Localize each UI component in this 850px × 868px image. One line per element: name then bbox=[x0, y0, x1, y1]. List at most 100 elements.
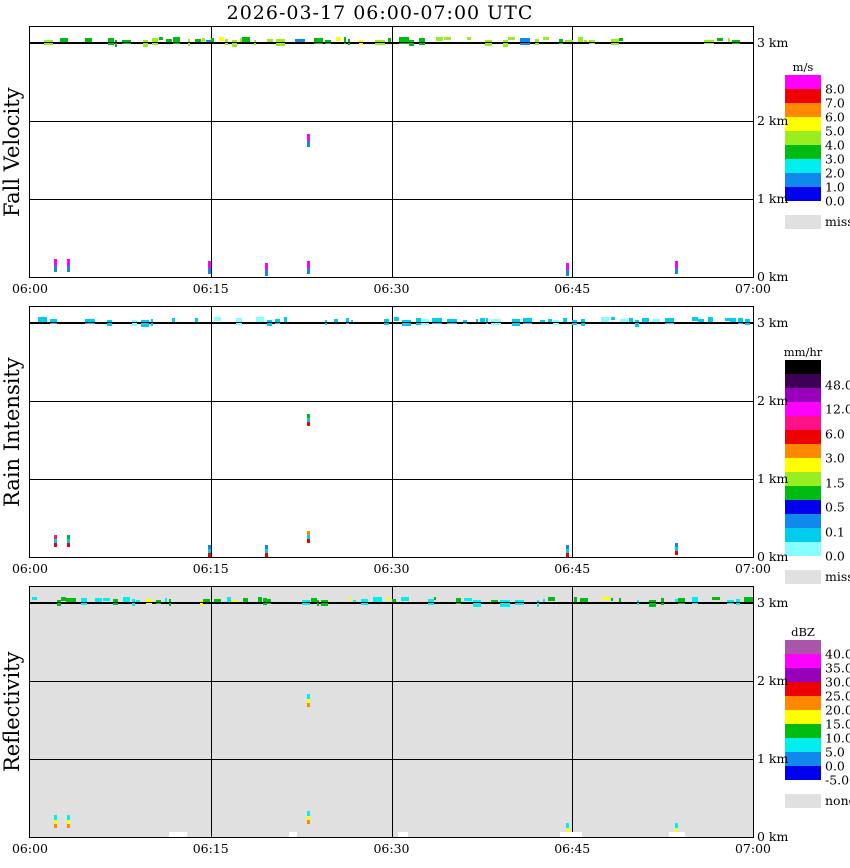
data-cell bbox=[256, 316, 264, 322]
data-cell bbox=[675, 546, 678, 551]
data-cell bbox=[652, 318, 660, 322]
data-cell bbox=[321, 599, 328, 606]
data-cell bbox=[611, 597, 613, 601]
data-cell bbox=[373, 596, 382, 603]
colorbar-swatch bbox=[785, 430, 821, 444]
data-cell bbox=[195, 317, 198, 322]
colorbar-tick-label: 30.0 bbox=[825, 674, 850, 690]
data-cell bbox=[708, 316, 713, 322]
colorbar-swatch bbox=[785, 360, 821, 374]
y-axis-label-fall-velocity: Fall Velocity bbox=[0, 87, 24, 217]
y-axis-label-rain-intensity: Rain Intensity bbox=[0, 357, 24, 507]
time-tick-label: 06:15 bbox=[192, 841, 229, 856]
colorbar-gradient bbox=[785, 640, 821, 780]
data-cell bbox=[103, 597, 110, 601]
data-cell bbox=[566, 544, 569, 549]
data-cell bbox=[432, 317, 442, 324]
colorbar-tick-label: 0.0 bbox=[825, 758, 845, 774]
data-cell bbox=[206, 39, 211, 43]
data-cell bbox=[307, 816, 310, 821]
time-tick-label: 07:00 bbox=[734, 281, 772, 296]
colorbar-swatch bbox=[785, 159, 821, 173]
data-cell bbox=[563, 317, 567, 322]
data-cell bbox=[38, 316, 47, 323]
data-cell bbox=[444, 36, 451, 40]
data-cell bbox=[540, 319, 545, 323]
data-cell bbox=[289, 831, 297, 837]
colorbar-swatch bbox=[785, 696, 821, 710]
data-cell bbox=[675, 598, 678, 603]
data-cell bbox=[307, 694, 310, 700]
colorbar-swatch bbox=[785, 500, 821, 514]
data-cell bbox=[394, 316, 399, 321]
data-cell bbox=[678, 597, 685, 604]
data-cell bbox=[314, 37, 323, 44]
data-cell bbox=[258, 596, 262, 602]
data-cell bbox=[476, 318, 478, 322]
colorbar-tick-label: 25.0 bbox=[825, 688, 850, 704]
colorbar-swatch bbox=[785, 724, 821, 738]
data-cell bbox=[307, 539, 310, 544]
data-cell bbox=[307, 535, 310, 540]
data-cell bbox=[54, 824, 57, 829]
height-tick-label: 2 km bbox=[757, 672, 789, 688]
data-cell bbox=[267, 598, 271, 604]
data-cell bbox=[692, 596, 698, 604]
colorbar-swatch bbox=[785, 528, 821, 542]
data-cell bbox=[32, 596, 37, 600]
data-cell bbox=[675, 550, 678, 555]
data-cell bbox=[50, 318, 57, 324]
time-tick-label: 06:00 bbox=[11, 841, 49, 856]
gridline-vertical-15min bbox=[210, 27, 212, 277]
data-cell bbox=[434, 596, 436, 600]
colorbar-swatch bbox=[785, 766, 821, 780]
colorbar-tick-label: 8.0 bbox=[825, 81, 845, 97]
data-cell bbox=[649, 599, 656, 607]
data-cell bbox=[728, 37, 730, 42]
data-cell bbox=[717, 37, 723, 41]
data-cell bbox=[601, 316, 609, 323]
colorbar-missing-swatch bbox=[785, 215, 821, 229]
gridline-vertical-30min bbox=[391, 587, 393, 837]
data-cell bbox=[203, 598, 210, 602]
colorbar-tick-label: 0.5 bbox=[825, 499, 845, 515]
data-cell bbox=[67, 539, 70, 544]
time-tick-label: 06:45 bbox=[554, 841, 591, 856]
colorbar-unit-label: dBZ bbox=[791, 625, 815, 639]
height-tick-label: 0 km bbox=[757, 269, 789, 284]
data-cell bbox=[344, 36, 346, 44]
data-cell bbox=[392, 598, 396, 602]
data-cell bbox=[214, 316, 221, 321]
data-cell bbox=[665, 317, 674, 324]
data-cell bbox=[401, 596, 409, 601]
data-cell bbox=[386, 596, 389, 600]
data-cell bbox=[611, 316, 615, 320]
colorbar-tick-label: 20.0 bbox=[825, 702, 850, 718]
data-cell bbox=[559, 38, 563, 44]
data-cell bbox=[159, 36, 163, 40]
colorbar-swatch bbox=[785, 738, 821, 752]
y-axis-label-reflectivity: Reflectivity bbox=[0, 651, 24, 773]
gridline-vertical-15min bbox=[210, 307, 212, 557]
data-cell bbox=[346, 317, 349, 324]
data-cell bbox=[54, 539, 57, 544]
data-cell bbox=[54, 266, 57, 273]
page-title: 2026-03-17 06:00-07:00 UTC bbox=[226, 2, 534, 24]
data-cell bbox=[500, 599, 510, 607]
height-tick-label: 2 km bbox=[757, 392, 789, 408]
colorbar-missing-swatch bbox=[785, 570, 821, 584]
colorbar-tick-label: 12.0 bbox=[825, 401, 850, 417]
height-tick-label: 3 km bbox=[757, 594, 789, 610]
colorbar-tick-label: 4.0 bbox=[825, 137, 845, 153]
plot-panel-fall-velocity bbox=[29, 26, 754, 278]
data-cell bbox=[200, 599, 203, 606]
height-tick-label: 3 km bbox=[757, 314, 789, 330]
data-cell bbox=[464, 597, 472, 601]
data-cell bbox=[584, 39, 587, 43]
data-cell bbox=[295, 38, 305, 42]
colorbar-swatch bbox=[785, 654, 821, 668]
time-tick-label: 06:15 bbox=[192, 561, 229, 576]
plot-panel-rain-intensity bbox=[29, 306, 754, 558]
data-cell bbox=[107, 319, 112, 326]
colorbar-tick-label: 6.0 bbox=[825, 109, 845, 125]
